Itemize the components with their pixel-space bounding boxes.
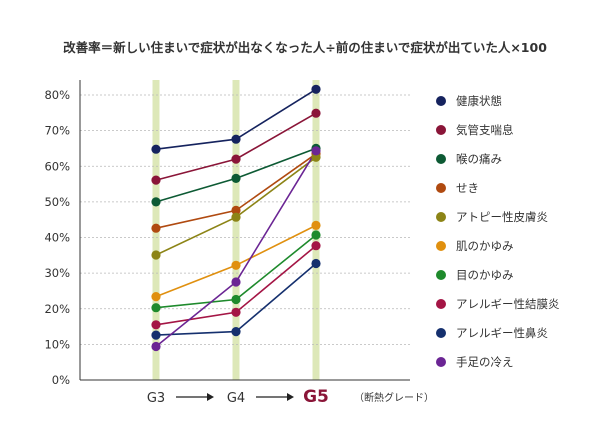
- legend-label: アトピー性皮膚炎: [456, 210, 548, 224]
- data-point: [231, 307, 241, 317]
- data-point: [311, 258, 321, 269]
- y-tick-label: 80%: [44, 88, 70, 102]
- x-axis-labels: G3 G4 G5 （断熱グレード）: [147, 387, 434, 407]
- data-point: [231, 173, 241, 183]
- data-point: [151, 197, 161, 207]
- legend-item: 肌のかゆみ: [436, 239, 514, 253]
- legend-item: せき: [436, 181, 479, 195]
- data-point: [151, 292, 161, 302]
- data-point: [151, 223, 161, 233]
- x-axis-note: （断熱グレード）: [354, 391, 434, 404]
- data-point: [231, 260, 241, 270]
- arrow-head-icon: [207, 393, 214, 401]
- data-point: [311, 230, 321, 240]
- legend-marker: [436, 154, 446, 164]
- data-point: [311, 146, 321, 156]
- data-point: [311, 152, 321, 162]
- data-point: [231, 294, 241, 305]
- axes: [79, 80, 410, 381]
- legend-marker: [436, 270, 446, 280]
- y-tick-label: 10%: [44, 337, 70, 351]
- legend-marker: [436, 328, 446, 338]
- legend-item: アレルギー性鼻炎: [436, 326, 548, 340]
- legend-label: 肌のかゆみ: [456, 239, 514, 253]
- legend: 健康状態気管支喘息喉の痛みせきアトピー性皮膚炎肌のかゆみ目のかゆみアレルギー性結…: [436, 94, 560, 369]
- legend-item: 手足の冷え: [436, 355, 514, 369]
- legend-marker: [436, 96, 446, 106]
- data-point: [151, 144, 161, 154]
- arrow-head-icon: [287, 393, 294, 401]
- y-tick-label: 50%: [44, 195, 70, 209]
- legend-item: アトピー性皮膚炎: [436, 210, 548, 224]
- legend-item: 気管支喘息: [436, 123, 514, 137]
- data-point: [231, 154, 241, 164]
- data-point: [151, 250, 161, 260]
- legend-label: アレルギー性鼻炎: [456, 326, 548, 340]
- legend-item: 健康状態: [436, 94, 502, 108]
- x-tick-label-g4: G4: [227, 391, 245, 406]
- legend-marker: [436, 299, 446, 309]
- legend-label: 健康状態: [456, 94, 502, 108]
- data-point: [151, 175, 161, 185]
- data-point: [231, 327, 241, 337]
- legend-marker: [436, 241, 446, 251]
- legend-marker: [436, 212, 446, 222]
- y-tick-label: 30%: [44, 266, 70, 280]
- y-tick-label: 20%: [44, 302, 70, 316]
- highlight-band-g5: [312, 80, 320, 380]
- legend-label: 手足の冷え: [456, 355, 514, 369]
- x-tick-label-g5: G5: [303, 387, 329, 407]
- y-tick-label: 40%: [44, 231, 70, 245]
- y-tick-label: 70%: [44, 124, 70, 138]
- data-point: [151, 303, 161, 313]
- legend-item: アレルギー性結膜炎: [436, 297, 560, 311]
- legend-label: せき: [456, 181, 479, 195]
- data-point: [231, 205, 241, 215]
- data-point: [311, 220, 321, 230]
- gridlines: 0% 10% 20% 30% 40% 50% 60% 70% 80%: [44, 88, 410, 387]
- legend-marker: [436, 357, 446, 367]
- legend-marker: [436, 125, 446, 135]
- legend-label: 目のかゆみ: [456, 268, 514, 282]
- chart-title: 改善率＝新しい住まいで症状が出なくなった人÷前の住まいで症状が出ていた人×100: [63, 40, 547, 55]
- legend-marker: [436, 183, 446, 193]
- legend-label: 気管支喘息: [456, 123, 514, 137]
- legend-item: 目のかゆみ: [436, 268, 514, 282]
- data-point: [311, 108, 321, 118]
- legend-item: 喉の痛み: [436, 152, 502, 166]
- y-tick-label: 0%: [52, 373, 70, 387]
- data-point: [231, 134, 241, 144]
- data-point: [231, 212, 241, 222]
- data-point: [231, 277, 241, 287]
- data-point: [311, 241, 321, 251]
- highlight-band-g4: [232, 80, 240, 380]
- x-tick-label-g3: G3: [147, 391, 165, 406]
- legend-label: アレルギー性結膜炎: [456, 297, 560, 311]
- data-point: [151, 330, 161, 340]
- legend-label: 喉の痛み: [456, 152, 502, 166]
- data-point: [151, 341, 161, 352]
- data-point: [311, 84, 321, 94]
- data-point: [151, 320, 161, 330]
- y-tick-label: 60%: [44, 159, 70, 173]
- series-points: [151, 84, 321, 352]
